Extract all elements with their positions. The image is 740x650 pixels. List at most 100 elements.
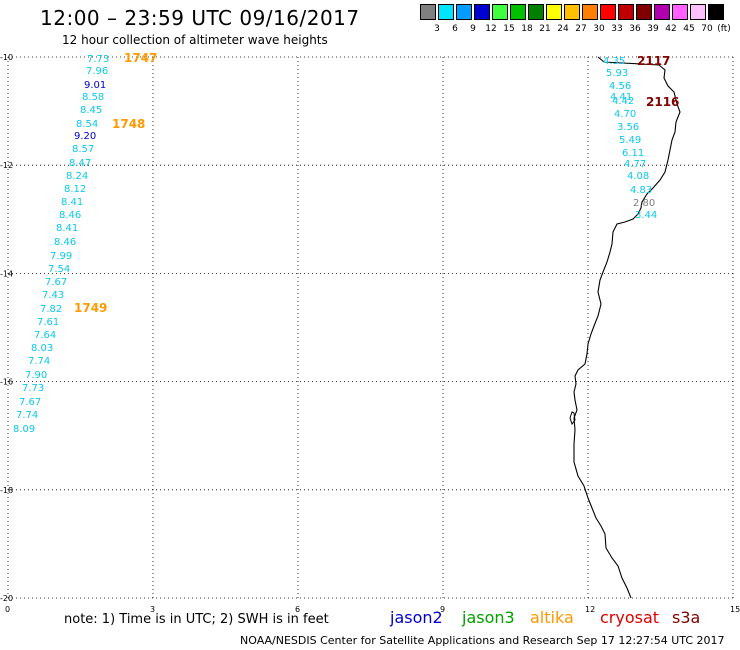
satellite-jason3: jason3 [462,608,515,627]
east-point-label: 3.44 [635,210,657,221]
x-tick-label: 9 [440,605,445,614]
east-point-label: 4.35 [603,56,625,67]
coastline [573,56,681,599]
east-point-label: 6.11 [622,148,644,159]
west-point-label: 8.46 [54,237,76,248]
y-tick-label: -16 [0,378,13,387]
west-point-label: 8.54 [76,119,98,130]
y-tick-label: -12 [0,161,13,170]
west-point-label: 7.73 [22,383,44,394]
legend-unit: (ft) [717,24,731,34]
east-point-label: 4.70 [614,109,636,120]
track-label: 2116 [646,95,679,109]
legend-swatch [546,4,562,20]
west-point-label: 8.03 [31,343,53,354]
legend-label: 70 [701,24,713,34]
legend-label: 45 [683,24,695,34]
west-point-label: 7.96 [86,66,108,77]
east-point-label: 4.08 [627,171,649,182]
legend-swatch [654,4,670,20]
legend-label: 3 [434,24,440,34]
legend-swatch [420,4,436,20]
west-point-label: 7.99 [50,251,72,262]
legend-swatch [438,4,454,20]
legend-swatch [528,4,544,20]
legend-label: 30 [593,24,605,34]
legend-label: 39 [647,24,659,34]
track-label: 1749 [74,301,107,315]
y-tick-label: -18 [0,486,13,495]
track-label: 2117 [637,54,670,68]
y-tick-label: -20 [0,594,13,603]
legend-swatch [456,4,472,20]
note-text: note: 1) Time is in UTC; 2) SWH is in fe… [64,612,329,627]
legend-label: 12 [485,24,497,34]
legend-swatch [600,4,616,20]
west-point-label: 8.46 [59,210,81,221]
track-label: 1747 [124,51,157,65]
west-point-label: 7.74 [16,410,38,421]
east-point-label: 4.56 [609,81,631,92]
west-point-label: 8.45 [80,105,102,116]
footer-credit: NOAA/NESDIS Center for Satellite Applica… [240,634,725,647]
legend-label: 33 [611,24,623,34]
legend-swatch [564,4,580,20]
page-title: 12:00 – 23:59 UTC 09/16/2017 [40,6,360,30]
y-tick-label: -10 [0,53,13,62]
east-point-label: 2.80 [633,198,655,209]
legend-swatch [474,4,490,20]
legend-label: 18 [521,24,533,34]
satellite-jason2: jason2 [390,608,443,627]
x-tick-label: 3 [150,605,155,614]
x-tick-label: 6 [295,605,300,614]
coastline-island [569,411,576,426]
west-point-label: 7.73 [87,54,109,65]
west-point-label: 7.54 [48,264,70,275]
east-point-label: 4.42 [612,96,634,107]
legend-label: 36 [629,24,641,34]
west-point-label: 8.47 [69,158,91,169]
west-point-label: 7.67 [19,397,41,408]
west-point-label: 8.09 [13,424,35,435]
legend-swatch [618,4,634,20]
satellite-altika: altika [530,608,574,627]
west-point-label: 7.90 [25,370,47,381]
legend-label: 9 [470,24,476,34]
y-tick-label: -14 [0,269,13,278]
west-point-label: 8.41 [61,197,83,208]
east-point-label: 4.83 [630,185,652,196]
west-point-label: 7.64 [34,330,56,341]
west-point-label: 9.01 [84,80,106,91]
legend-label: 42 [665,24,677,34]
legend-swatch [582,4,598,20]
west-point-label: 7.67 [45,277,67,288]
east-point-label: 4.41 [610,92,632,103]
east-point-label: 3.56 [617,122,639,133]
legend-swatch [708,4,724,20]
west-point-label: 9.20 [74,131,96,142]
page-subtitle: 12 hour collection of altimeter wave hei… [62,33,328,47]
satellite-s3a: s3a [672,608,701,627]
legend-swatch [672,4,688,20]
west-point-label: 7.61 [37,317,59,328]
legend-label: 27 [575,24,587,34]
west-point-label: 8.12 [64,184,86,195]
west-point-label: 7.82 [40,304,62,315]
west-point-label: 7.74 [28,356,50,367]
x-tick-label: 15 [730,605,740,614]
legend-label: 6 [452,24,458,34]
west-point-label: 8.41 [56,223,78,234]
west-point-label: 8.58 [82,92,104,103]
east-point-label: 5.49 [619,135,641,146]
x-tick-label: 12 [585,605,595,614]
legend-swatch [510,4,526,20]
legend-label: 21 [539,24,551,34]
west-point-label: 8.24 [66,171,88,182]
legend-label: 24 [557,24,569,34]
east-point-label: 5.93 [606,68,628,79]
west-point-label: 7.43 [42,290,64,301]
satellite-cryosat: cryosat [600,608,660,627]
west-point-label: 8.57 [72,144,94,155]
